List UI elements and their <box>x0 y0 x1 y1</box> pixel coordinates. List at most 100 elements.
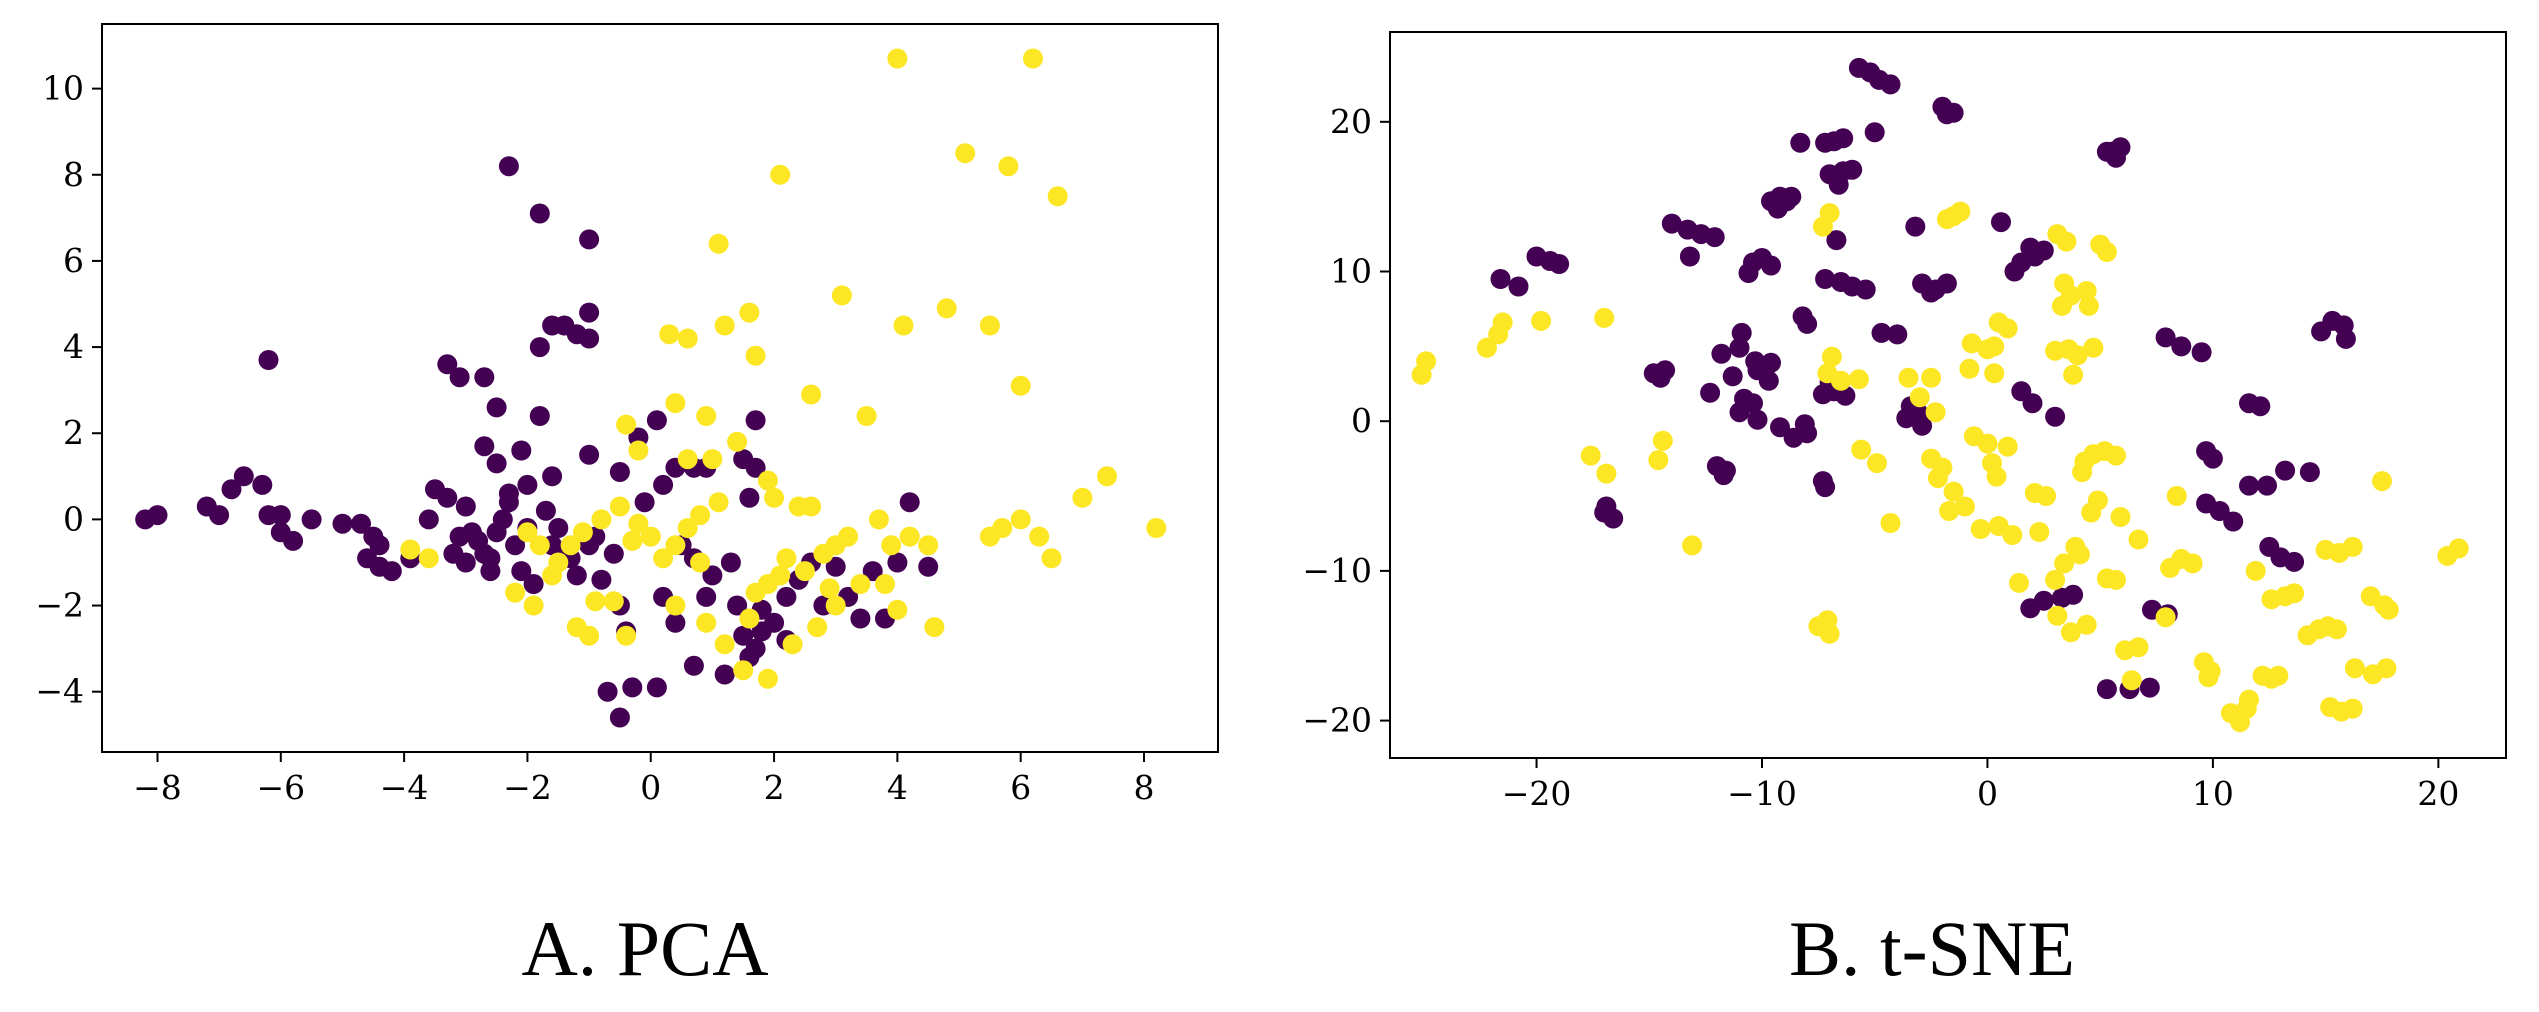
pca-point-class1-58 <box>529 535 550 556</box>
pca-point-class0-11 <box>301 509 322 530</box>
tsne-point-class0-119 <box>2063 584 2084 605</box>
tsne-y-tick-label: 0 <box>1351 401 1372 440</box>
pca-point-class0-49 <box>609 707 630 728</box>
pca-point-class1-61 <box>418 548 439 569</box>
tsne-point-class0-21 <box>1661 213 1682 234</box>
pca-point-class0-35 <box>511 561 532 582</box>
pca-point-class1-9 <box>739 302 760 323</box>
pca-point-class1-70 <box>714 634 735 655</box>
pca-point-class1-87 <box>622 530 643 551</box>
pca-point-class1-60 <box>400 539 421 560</box>
tsne-point-class1-17 <box>1821 346 1842 367</box>
pca-point-class0-90 <box>529 406 550 426</box>
tsne-point-class1-43 <box>1986 466 2007 487</box>
tsne-y-tick-label: −10 <box>1302 551 1372 590</box>
tsne-point-class1-16 <box>1812 216 1833 237</box>
tsne-point-class1-81 <box>2128 637 2149 658</box>
tsne-point-class1-32 <box>1954 496 1975 517</box>
pca-point-class0-115 <box>776 586 797 607</box>
pca-point-class1-66 <box>603 591 624 612</box>
tsne-point-class1-97 <box>2268 665 2289 686</box>
pca-point-class0-77 <box>498 156 519 177</box>
pca-point-class1-23 <box>628 440 649 461</box>
pca-point-class0-10 <box>270 505 291 526</box>
pca-point-class0-117 <box>480 548 501 569</box>
tsne-point-class1-24 <box>1898 367 1919 388</box>
tsne-point-class0-95 <box>2155 327 2176 348</box>
pca-y-tick-label: 2 <box>63 413 84 452</box>
pca-point-class0-50 <box>622 677 643 698</box>
tsne-plot-area <box>1390 32 2506 758</box>
tsne-point-class0-49 <box>1738 263 1759 283</box>
tsne-point-class0-64 <box>1722 366 1743 387</box>
tsne-point-class1-126 <box>2029 522 2050 542</box>
tsne-point-class0-71 <box>1770 417 1790 438</box>
tsne-point-class1-122 <box>2002 525 2023 545</box>
tsne-point-class1-5 <box>1531 310 1552 331</box>
pca-point-class1-25 <box>702 449 723 470</box>
pca-point-class0-92 <box>486 453 507 474</box>
tsne-point-class0-60 <box>1711 343 1732 364</box>
tsne-point-class0-105 <box>2202 448 2223 469</box>
tsne-point-class1-79 <box>2106 569 2126 590</box>
tsne-y-tick-label: −20 <box>1302 701 1372 740</box>
pca-point-class0-5 <box>233 466 254 487</box>
tsne-panel: −20 −10 0 10 20 −20 −10 0 10 20 B. t-SNE <box>1302 31 2507 992</box>
pca-x-tick-label: −2 <box>503 768 552 807</box>
tsne-point-class0-15 <box>1828 174 1849 195</box>
tsne-point-class1-118 <box>2342 698 2363 719</box>
tsne-point-class0-28 <box>1991 212 2011 233</box>
tsne-point-class1-101 <box>2284 583 2305 604</box>
tsne-point-class1-74 <box>2054 553 2075 574</box>
pca-point-class0-58 <box>727 595 748 616</box>
tsne-point-class0-44 <box>1490 269 1511 289</box>
pca-point-class1-4 <box>1047 186 1068 207</box>
tsne-point-class1-75 <box>2047 605 2068 626</box>
tsne-point-class1-9 <box>1652 430 1673 451</box>
tsne-point-class0-27 <box>1905 216 1926 237</box>
tsne-point-class1-127 <box>1939 501 1960 521</box>
pca-y-tick-label: 0 <box>63 499 84 538</box>
tsne-point-class0-48 <box>1761 255 1781 276</box>
pca-point-class1-33 <box>1041 548 1062 569</box>
pca-point-class0-64 <box>764 612 785 633</box>
pca-point-class1-63 <box>523 595 544 616</box>
tsne-point-class1-76 <box>2060 622 2081 643</box>
pca-point-class0-76 <box>918 556 939 577</box>
pca-point-class1-30 <box>1010 509 1031 530</box>
pca-y-tick-label: −4 <box>35 672 84 711</box>
tsne-point-class1-63 <box>2036 486 2057 506</box>
pca-y-tick-label: −2 <box>35 586 84 625</box>
pca-y-tick-label: 4 <box>63 327 84 366</box>
tsne-point-class0-107 <box>2257 475 2277 496</box>
pca-point-class1-8 <box>936 298 957 319</box>
pca-point-class0-109 <box>418 509 439 530</box>
pca-point-class0-104 <box>739 487 760 508</box>
pca-point-class1-86 <box>690 552 711 573</box>
tsne-point-class1-70 <box>2110 507 2131 527</box>
pca-point-class1-67 <box>616 625 637 646</box>
pca-point-class1-32 <box>979 526 1000 547</box>
pca-point-class0-80 <box>579 302 600 323</box>
tsne-point-class0-6 <box>1943 102 1964 123</box>
pca-point-class1-45 <box>757 470 778 491</box>
pca-point-class1-13 <box>659 324 680 345</box>
pca-point-class0-108 <box>517 474 538 495</box>
pca-point-class1-88 <box>542 565 563 586</box>
pca-point-class0-18 <box>381 561 402 582</box>
tsne-point-class1-54 <box>2076 281 2097 301</box>
pca-point-class1-22 <box>727 431 748 452</box>
tsne-point-class0-56 <box>1871 322 1892 343</box>
pca-point-class1-18 <box>665 393 686 414</box>
tsne-point-class1-19 <box>1830 370 1851 391</box>
pca-point-class1-65 <box>579 625 600 646</box>
pca-point-class1-51 <box>640 526 661 547</box>
tsne-point-class1-27 <box>1925 402 1946 423</box>
tsne-x-axis: −20 −10 0 10 20 <box>1502 758 2459 813</box>
pca-point-class1-56 <box>560 535 581 556</box>
pca-panel: −8 −6 −4 −2 0 2 4 6 8 −4 −2 0 2 4 6 8 10 A. PCA <box>35 23 1219 992</box>
tsne-point-class1-49 <box>2056 231 2077 252</box>
tsne-point-class1-85 <box>2182 553 2203 574</box>
tsne-point-class0-68 <box>1729 402 1750 423</box>
